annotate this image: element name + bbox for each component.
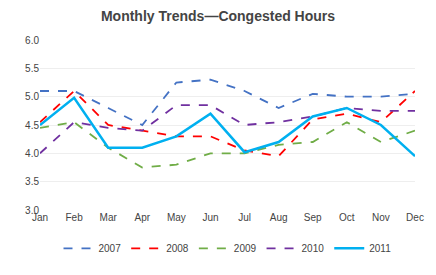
- svg-text:Jul: Jul: [238, 212, 251, 223]
- svg-text:2011: 2011: [369, 243, 391, 254]
- svg-text:5.0: 5.0: [25, 91, 39, 102]
- svg-text:Mar: Mar: [100, 212, 118, 223]
- svg-text:2010: 2010: [302, 243, 325, 254]
- svg-text:Apr: Apr: [134, 212, 150, 223]
- svg-text:Sep: Sep: [304, 212, 322, 223]
- svg-text:Feb: Feb: [65, 212, 83, 223]
- svg-text:Dec: Dec: [406, 212, 424, 223]
- svg-text:6.0: 6.0: [25, 35, 39, 46]
- svg-text:Nov: Nov: [372, 212, 390, 223]
- svg-text:Aug: Aug: [270, 212, 288, 223]
- svg-text:2007: 2007: [99, 243, 122, 254]
- svg-text:2008: 2008: [166, 243, 189, 254]
- svg-text:Jun: Jun: [202, 212, 218, 223]
- svg-text:Monthly Trends—Congested Hours: Monthly Trends—Congested Hours: [101, 8, 335, 24]
- svg-text:Jan: Jan: [32, 212, 48, 223]
- svg-text:4.5: 4.5: [25, 120, 39, 131]
- svg-text:3.0: 3.0: [25, 205, 39, 216]
- svg-text:2009: 2009: [234, 243, 257, 254]
- svg-text:3.5: 3.5: [25, 176, 39, 187]
- svg-text:Oct: Oct: [339, 212, 355, 223]
- svg-text:5.5: 5.5: [25, 63, 39, 74]
- svg-text:4.0: 4.0: [25, 148, 39, 159]
- svg-text:May: May: [167, 212, 186, 223]
